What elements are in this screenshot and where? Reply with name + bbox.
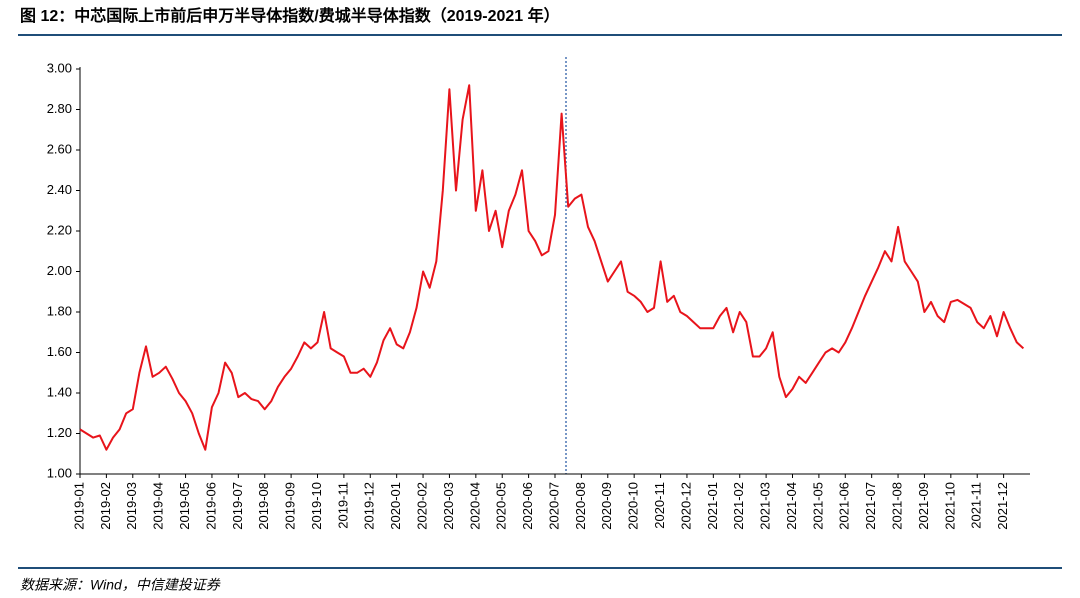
- series-line: [79, 84, 1025, 451]
- x-tick-label: 2019-02: [98, 482, 113, 530]
- x-tick-label: 2021-06: [837, 482, 852, 530]
- y-tick-label: 3.00: [47, 60, 72, 75]
- x-tick-label: 2020-08: [573, 482, 588, 530]
- x-tick-label: 2020-06: [520, 482, 535, 530]
- x-tick-label: 2021-03: [758, 482, 773, 530]
- source-note: 数据来源：Wind，中信建投证券: [20, 577, 221, 593]
- x-tick-label: 2021-01: [705, 482, 720, 530]
- x-tick-label: 2021-04: [784, 482, 799, 530]
- x-tick-label: 2019-03: [124, 482, 139, 530]
- x-tick-label: 2020-11: [652, 482, 667, 529]
- x-tick-label: 2020-05: [494, 482, 509, 530]
- x-tick-label: 2020-02: [414, 482, 429, 530]
- x-tick-label: 2019-01: [71, 482, 86, 530]
- x-tick-label: 2020-10: [626, 482, 641, 530]
- x-tick-label: 2019-09: [283, 482, 298, 530]
- x-tick-label: 2019-07: [230, 482, 245, 530]
- y-tick-label: 1.60: [47, 344, 72, 359]
- y-tick-label: 2.40: [47, 182, 72, 197]
- x-tick-label: 2021-12: [995, 482, 1010, 530]
- y-tick-label: 2.00: [47, 263, 72, 278]
- x-tick-label: 2021-05: [810, 482, 825, 530]
- x-tick-label: 2019-04: [151, 482, 166, 530]
- x-tick-label: 2020-07: [546, 482, 561, 530]
- y-tick-label: 2.20: [47, 222, 72, 237]
- y-tick-label: 2.60: [47, 141, 72, 156]
- chart-title: 图 12：中芯国际上市前后申万半导体指数/费城半导体指数（2019-2021 年…: [20, 6, 560, 25]
- y-tick-label: 1.40: [47, 384, 72, 399]
- x-tick-label: 2020-03: [441, 482, 456, 530]
- x-tick-label: 2019-06: [203, 482, 218, 530]
- y-tick-label: 2.80: [47, 101, 72, 116]
- x-tick-label: 2019-10: [309, 482, 324, 530]
- x-tick-label: 2019-12: [362, 482, 377, 530]
- y-tick-label: 1.20: [47, 425, 72, 440]
- x-tick-label: 2020-01: [388, 482, 403, 530]
- x-tick-label: 2020-09: [599, 482, 614, 530]
- x-tick-label: 2019-08: [256, 482, 271, 530]
- x-tick-label: 2021-07: [863, 482, 878, 530]
- x-tick-label: 2021-11: [969, 482, 984, 529]
- y-tick-label: 1.00: [47, 465, 72, 480]
- x-tick-label: 2021-10: [942, 482, 957, 530]
- x-tick-label: 2019-05: [177, 482, 192, 530]
- x-tick-label: 2021-08: [889, 482, 904, 530]
- y-tick-label: 1.80: [47, 303, 72, 318]
- x-tick-label: 2020-12: [678, 482, 693, 530]
- x-tick-label: 2020-04: [467, 482, 482, 530]
- x-tick-label: 2021-09: [916, 482, 931, 530]
- x-tick-label: 2021-02: [731, 482, 746, 530]
- x-tick-label: 2019-11: [335, 482, 350, 529]
